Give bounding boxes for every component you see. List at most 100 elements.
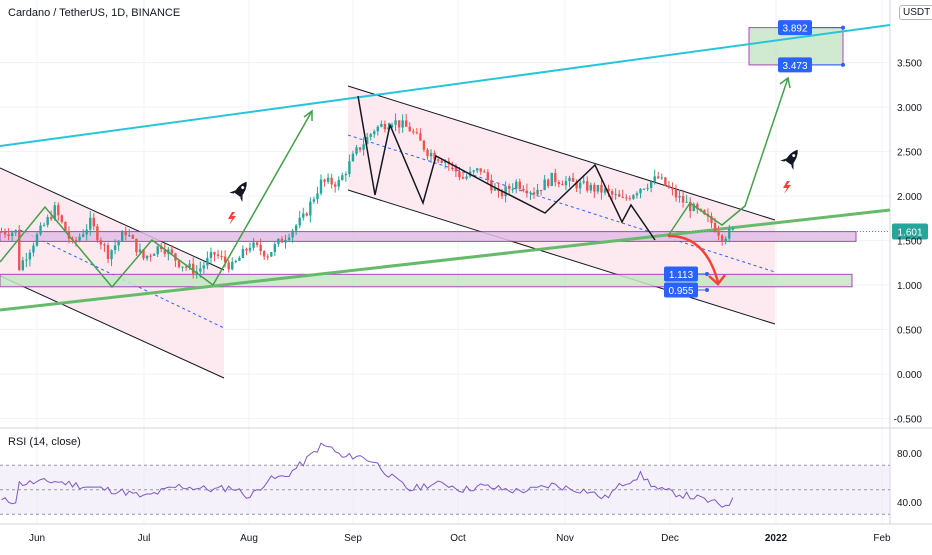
candle-body: [376, 126, 379, 132]
candle-body: [25, 259, 28, 261]
candle-body: [486, 172, 490, 181]
candle-body: [678, 195, 681, 198]
candle-body: [238, 258, 241, 261]
candle-body: [575, 181, 578, 189]
candle-body: [681, 195, 685, 203]
candle-body: [362, 144, 365, 150]
candle-body: [149, 255, 152, 257]
level-target-high: 3.892: [778, 20, 845, 36]
rocket-window: [792, 154, 796, 158]
lightning-icon: [783, 181, 791, 194]
candle-body: [724, 238, 727, 242]
candle-body: [355, 147, 358, 154]
candle-body: [440, 160, 443, 163]
candle-body: [341, 175, 344, 181]
candle-body: [586, 181, 589, 191]
candle-body: [298, 217, 301, 226]
candle-body: [121, 231, 124, 241]
candle-body: [263, 251, 266, 257]
candle-body: [387, 127, 390, 130]
candle-body: [177, 260, 181, 268]
candle-body: [522, 188, 525, 191]
lightning-icon: [228, 212, 236, 225]
candle-body: [220, 255, 223, 257]
candle-body: [582, 181, 585, 183]
x-tick-label: Jun: [29, 533, 45, 544]
candle-body: [646, 187, 649, 189]
candle-body: [621, 196, 624, 198]
candle-body: [117, 240, 120, 246]
candle-body: [181, 266, 184, 268]
candle-body: [731, 228, 734, 230]
candle-body: [227, 262, 230, 270]
channel-left-bottom: [0, 275, 225, 379]
y-tick-label: 3.500: [897, 59, 922, 70]
candle-body: [199, 268, 202, 272]
level-label-text: 3.892: [782, 24, 807, 35]
candle-body: [607, 188, 610, 192]
candle-body: [53, 205, 56, 220]
candle-body: [554, 172, 557, 183]
candle-body: [21, 260, 24, 271]
level-dot: [841, 62, 845, 67]
candle-body: [614, 194, 617, 196]
candle-body: [334, 184, 337, 187]
candle-body: [266, 256, 269, 258]
candle-body: [373, 131, 376, 135]
candle-body: [270, 252, 273, 257]
channel-left-mid: [19, 229, 225, 329]
candle-body: [3, 231, 7, 235]
candle-body: [348, 161, 351, 175]
candle-body: [383, 123, 387, 130]
candle-body: [507, 186, 511, 189]
candle-body: [476, 168, 479, 171]
chart-title: Cardano / TetherUS, 1D, BINANCE: [8, 7, 181, 19]
candle-body: [319, 179, 323, 194]
y-tick-label: 3.000: [897, 103, 922, 114]
candle-body: [99, 240, 103, 245]
candle-body: [312, 199, 316, 202]
candle-body: [255, 242, 259, 245]
candle-body: [96, 226, 99, 241]
candle-body: [660, 177, 663, 179]
candle-body: [113, 245, 117, 251]
candle-body: [163, 249, 166, 254]
candle-body: [138, 249, 142, 253]
candle-body: [405, 120, 408, 127]
candle-body: [461, 177, 465, 179]
candle-body: [649, 181, 653, 188]
zigzag-right: [357, 95, 656, 241]
candle-body: [689, 201, 692, 211]
rsi-tick-label: 40.00: [897, 498, 922, 509]
red-arrow-curve: [667, 234, 720, 283]
candle-body: [539, 189, 543, 191]
candle-body: [231, 261, 234, 270]
channel-left-fill: [0, 168, 224, 378]
candle-body: [365, 136, 369, 145]
rocket-fin-left: [780, 158, 788, 162]
candle-body: [397, 120, 401, 128]
candle-body: [316, 193, 319, 200]
currency-button[interactable]: USDT: [899, 5, 932, 20]
candle-body: [170, 249, 174, 254]
impulse-arrow-line: [212, 110, 313, 286]
candle-body: [419, 133, 422, 141]
candle-body: [674, 189, 678, 198]
level-label-text: 1.113: [669, 270, 694, 281]
candle-body: [561, 184, 564, 186]
candle-body: [188, 263, 191, 267]
rocket-fin-right: [791, 162, 794, 170]
x-tick-label: Dec: [661, 533, 679, 544]
x-tick-label: Oct: [450, 533, 466, 544]
rsi-tick-label: 80.00: [897, 449, 922, 460]
candle-body: [78, 236, 81, 241]
candle-body: [213, 252, 216, 255]
rocket-icon: [229, 181, 247, 202]
candle-body: [511, 188, 514, 190]
teal-trend-line: [0, 24, 891, 147]
candle-body: [720, 235, 724, 242]
green-trend-line: [0, 208, 891, 312]
candle-body: [74, 240, 78, 242]
candle-body: [472, 170, 475, 172]
